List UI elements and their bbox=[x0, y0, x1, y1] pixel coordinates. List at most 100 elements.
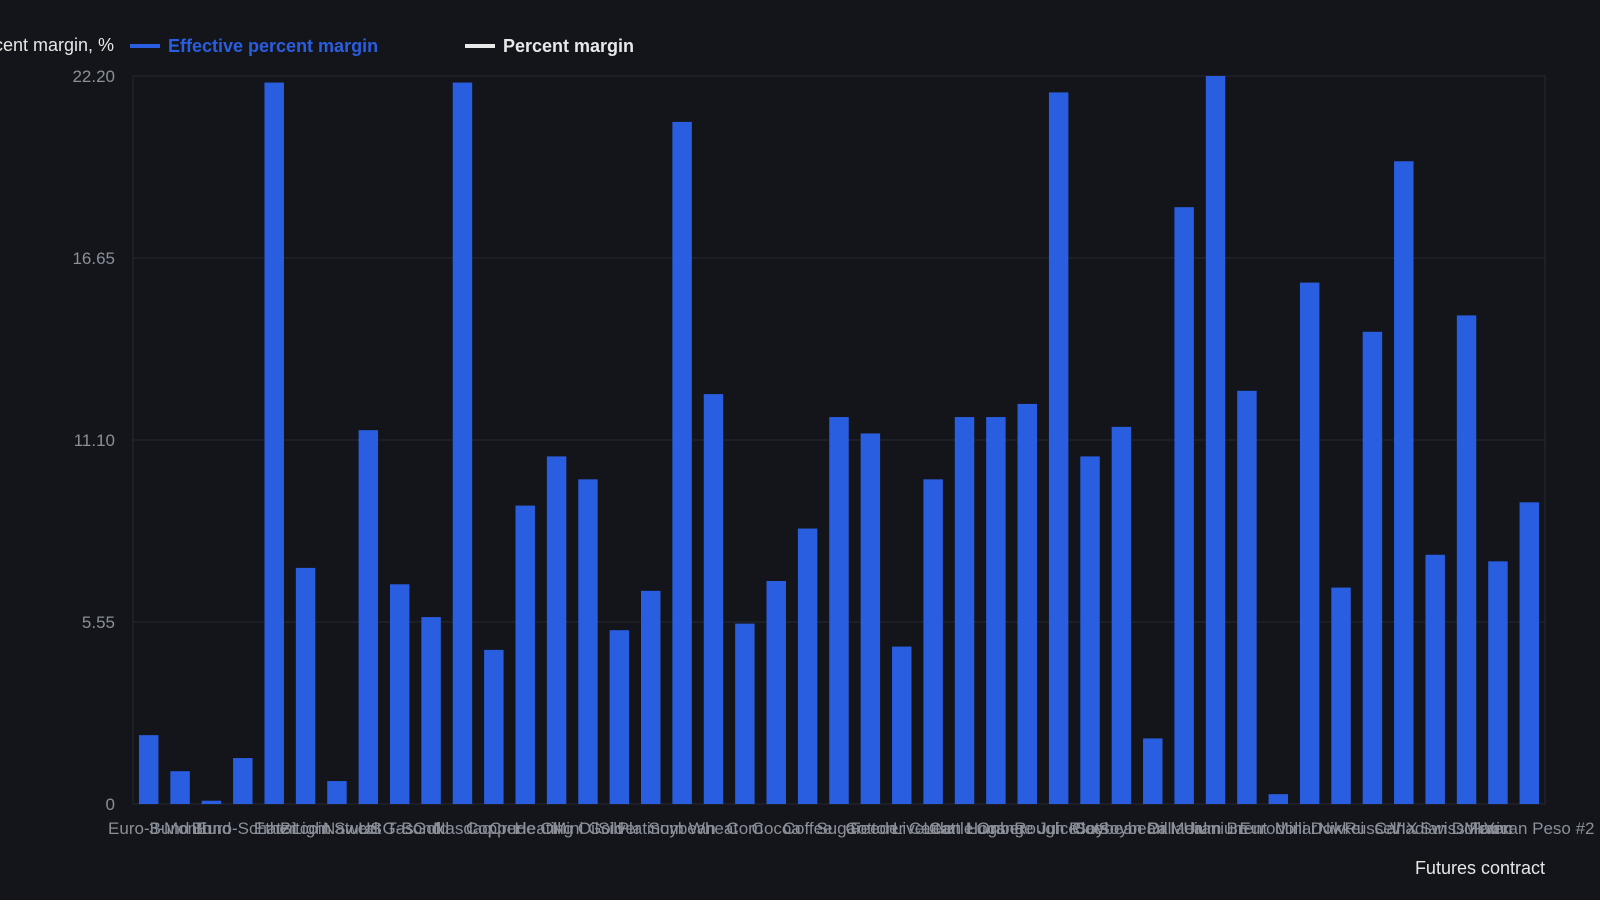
x-tick-label: Swiss Franc bbox=[1420, 819, 1513, 838]
x-tick-label: 3-Month bbox=[149, 819, 211, 838]
bar[interactable] bbox=[1394, 161, 1414, 805]
bar[interactable] bbox=[1017, 403, 1037, 804]
x-tick-label: Nasdaq bbox=[433, 819, 492, 838]
bar[interactable] bbox=[1519, 502, 1540, 804]
x-tick-label: Bund bbox=[192, 819, 232, 838]
bar[interactable] bbox=[892, 646, 912, 804]
x-tick-label: Oats bbox=[1072, 819, 1108, 838]
x-tick-label: Gold bbox=[413, 819, 449, 838]
legend-item-percent[interactable]: Percent margin bbox=[465, 36, 634, 56]
y-tick-label: 5.55 bbox=[82, 613, 115, 632]
x-tick-label: Coffee bbox=[783, 819, 833, 838]
bar[interactable] bbox=[1425, 554, 1445, 804]
y-tick-label: 0 bbox=[106, 795, 115, 814]
x-tick-label: Crude Oil bbox=[489, 819, 561, 838]
bar[interactable] bbox=[954, 417, 975, 804]
x-axis-label: Futures contract bbox=[1415, 858, 1545, 878]
bar[interactable] bbox=[295, 567, 316, 804]
x-tick-label: Mini Gold bbox=[552, 819, 624, 838]
x-tick-label: Live Cattle bbox=[893, 819, 973, 838]
x-tick-label: Mexican Peso #2 bbox=[1464, 819, 1594, 838]
x-axis-ticks: Euro-Bund3-MonthBundEuro-SchatzEtherBitc… bbox=[108, 819, 1594, 838]
bar[interactable] bbox=[1331, 587, 1351, 804]
legend-swatch-effective bbox=[130, 44, 160, 48]
x-tick-label: Euro-Schatz bbox=[196, 819, 290, 838]
y-axis-label: Percent margin, % bbox=[0, 35, 114, 55]
x-tick-label: Soybean Oil bbox=[1075, 819, 1168, 838]
x-tick-label: Yen bbox=[1484, 819, 1513, 838]
x-tick-label: Sugar bbox=[816, 819, 862, 838]
bar[interactable] bbox=[484, 649, 504, 804]
x-tick-label: Cocoa bbox=[752, 819, 802, 838]
bar[interactable] bbox=[327, 781, 347, 804]
bar[interactable] bbox=[233, 758, 253, 804]
bar[interactable] bbox=[1111, 426, 1132, 804]
x-tick-label: VIX bbox=[1390, 819, 1417, 838]
bar[interactable] bbox=[389, 584, 410, 804]
bar[interactable] bbox=[1048, 92, 1069, 805]
bar[interactable] bbox=[138, 735, 159, 804]
bar[interactable] bbox=[860, 433, 881, 804]
bar[interactable] bbox=[1488, 561, 1508, 804]
x-tick-label: Orange Juice bbox=[977, 819, 1078, 838]
bar[interactable] bbox=[201, 800, 222, 804]
y-tick-label: 16.65 bbox=[72, 249, 115, 268]
y-axis-ticks: 0 5.55 11.10 16.65 22.20 bbox=[72, 67, 115, 814]
bar[interactable] bbox=[641, 590, 661, 804]
bar[interactable] bbox=[766, 581, 786, 804]
bar[interactable] bbox=[1080, 456, 1100, 804]
x-tick-label: Soybean bbox=[649, 819, 716, 838]
x-tick-label: Light Sweet bbox=[293, 819, 382, 838]
legend-label-effective: Effective percent margin bbox=[168, 36, 378, 56]
bar[interactable] bbox=[1268, 794, 1289, 804]
legend-item-effective[interactable]: Effective percent margin bbox=[130, 36, 378, 56]
x-tick-label: Cotton bbox=[845, 819, 895, 838]
bar[interactable] bbox=[1143, 738, 1163, 804]
bar[interactable] bbox=[546, 456, 567, 804]
x-tick-label: Canadian Dollar bbox=[1374, 819, 1496, 838]
bar[interactable] bbox=[1362, 331, 1383, 804]
bar[interactable] bbox=[421, 617, 441, 804]
y-tick-label: 22.20 bbox=[72, 67, 115, 86]
x-tick-label: Rough Rice bbox=[1014, 819, 1103, 838]
x-tick-label: US T-Bond bbox=[358, 819, 441, 838]
y-tick-label: 11.10 bbox=[74, 431, 115, 450]
bar[interactable] bbox=[358, 430, 379, 804]
x-tick-label: Silver bbox=[598, 819, 641, 838]
legend: Effective percent margin Percent margin bbox=[130, 36, 634, 56]
bar[interactable] bbox=[515, 505, 535, 804]
x-tick-label: Heating Oil bbox=[515, 819, 599, 838]
bar[interactable] bbox=[264, 82, 284, 805]
bar[interactable] bbox=[1456, 315, 1477, 804]
x-tick-label: Brent bbox=[1227, 819, 1268, 838]
x-tick-label: Ether bbox=[254, 819, 295, 838]
bar[interactable] bbox=[829, 417, 849, 804]
bar[interactable] bbox=[609, 630, 630, 804]
bar[interactable] bbox=[735, 623, 755, 804]
bar[interactable] bbox=[1174, 207, 1194, 805]
bars bbox=[138, 76, 1540, 805]
bar[interactable] bbox=[170, 771, 190, 804]
x-tick-label: Platinum bbox=[618, 819, 684, 838]
x-tick-label: Bitcoin bbox=[280, 819, 331, 838]
x-tick-label: Mini Dow bbox=[1275, 819, 1346, 838]
bar[interactable] bbox=[1237, 390, 1257, 804]
bar[interactable] bbox=[1299, 282, 1320, 804]
x-tick-label: Copper bbox=[466, 819, 522, 838]
legend-swatch-percent bbox=[465, 44, 495, 48]
x-tick-label: Uranium bbox=[1183, 819, 1247, 838]
bar[interactable] bbox=[672, 121, 692, 804]
bar[interactable] bbox=[1205, 76, 1226, 804]
x-tick-label: Palladium bbox=[1147, 819, 1222, 838]
x-tick-label: Wheat bbox=[689, 819, 738, 838]
bar[interactable] bbox=[578, 479, 598, 804]
bar[interactable] bbox=[923, 479, 943, 804]
bar[interactable] bbox=[703, 394, 724, 804]
x-tick-label: Lumber bbox=[967, 819, 1025, 838]
bar[interactable] bbox=[986, 417, 1006, 804]
bar[interactable] bbox=[452, 82, 473, 805]
x-tick-label: Natural Gas bbox=[323, 819, 414, 838]
bar[interactable] bbox=[797, 528, 818, 804]
x-tick-label: Nikkei bbox=[1318, 819, 1364, 838]
x-tick-label: Lean Hogs bbox=[923, 819, 1005, 838]
